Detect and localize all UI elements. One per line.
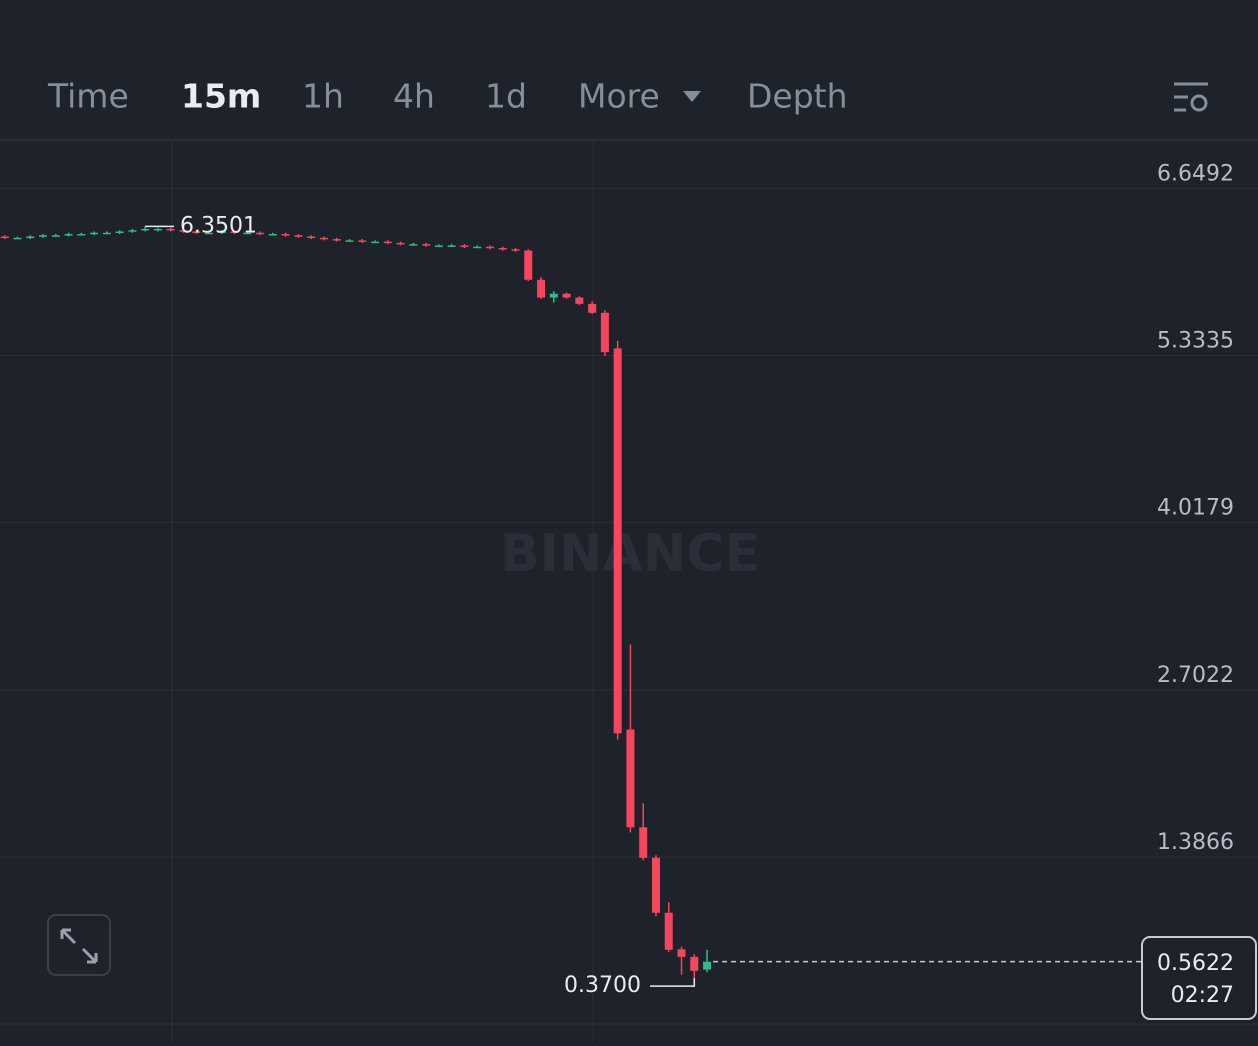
candle-body [498, 247, 507, 250]
tab[interactable]: Time [47, 77, 129, 116]
candle-body [460, 245, 469, 247]
candle-body [473, 246, 482, 249]
candle-body [664, 912, 673, 950]
settings-icon[interactable] [1174, 82, 1208, 112]
candle-body [319, 237, 328, 240]
candle-body [651, 857, 660, 913]
candle-body [677, 949, 686, 957]
candle-body [371, 241, 380, 244]
candle-body [26, 236, 35, 239]
candle-body [205, 232, 214, 235]
candle-body [409, 244, 418, 246]
candle-body [90, 232, 99, 235]
high-label: 6.3501 [180, 213, 257, 238]
price-box [1141, 936, 1257, 1020]
candle-body [153, 228, 162, 231]
tab[interactable]: 4h [393, 77, 435, 116]
candle-body [562, 293, 571, 298]
candle-body [549, 293, 558, 298]
candle-body [422, 244, 431, 246]
more-caret[interactable] [683, 91, 701, 102]
tab[interactable]: 15m [181, 77, 261, 116]
low-label: 0.3700 [564, 973, 641, 998]
candle-body [243, 232, 252, 235]
candle-body [358, 240, 367, 242]
candle-body [64, 234, 73, 236]
y-tick-label: 5.3335 [1157, 329, 1234, 354]
candle-body [703, 961, 712, 970]
watermark: BINANCE [500, 524, 760, 584]
y-tick-label: 4.0179 [1157, 496, 1234, 521]
candle-body [51, 235, 60, 237]
candle-body [511, 249, 520, 251]
candle-body [639, 827, 648, 858]
candle-body [294, 235, 303, 237]
candle-body [13, 237, 22, 240]
candle-body [39, 235, 48, 237]
candle-body [256, 232, 265, 235]
y-tick-label: 1.3866 [1157, 830, 1234, 855]
candle-body [613, 348, 622, 734]
candle-body [128, 230, 137, 232]
candle-body [383, 241, 392, 244]
tab[interactable]: 1d [485, 77, 527, 116]
candle-body [485, 246, 494, 249]
candle-body [690, 956, 699, 971]
tab[interactable]: Depth [747, 77, 848, 116]
tab[interactable]: 1h [302, 77, 344, 116]
candle-body [575, 297, 584, 304]
candle-body [192, 231, 201, 233]
candle-body [102, 232, 111, 235]
countdown: 02:27 [1171, 983, 1234, 1008]
candle-body [281, 234, 290, 236]
candle-body [600, 312, 609, 353]
candle-body [332, 239, 341, 241]
current-price: 0.5622 [1157, 951, 1234, 976]
candle-body [230, 231, 239, 233]
y-tick-label: 2.7022 [1157, 663, 1234, 688]
candle-body [537, 279, 546, 298]
tab[interactable]: More [578, 77, 660, 116]
candle-body [166, 228, 175, 231]
candle-body [217, 231, 226, 233]
candle-body [626, 729, 635, 828]
candle-body [179, 230, 188, 232]
candle-body [524, 250, 533, 280]
candle-body [588, 303, 597, 313]
expand-button[interactable] [47, 914, 111, 976]
candle-body [141, 228, 150, 231]
candle-body [434, 245, 443, 247]
candle-body [115, 231, 124, 233]
candle-body [447, 245, 456, 247]
candle-body [307, 236, 316, 239]
low-leader [650, 978, 696, 987]
candle-body [0, 236, 9, 239]
y-tick-label: 6.6492 [1157, 161, 1234, 186]
candle-body [268, 234, 277, 236]
candle-body [77, 234, 86, 236]
candle-body [396, 242, 405, 245]
candle-body [345, 240, 354, 242]
